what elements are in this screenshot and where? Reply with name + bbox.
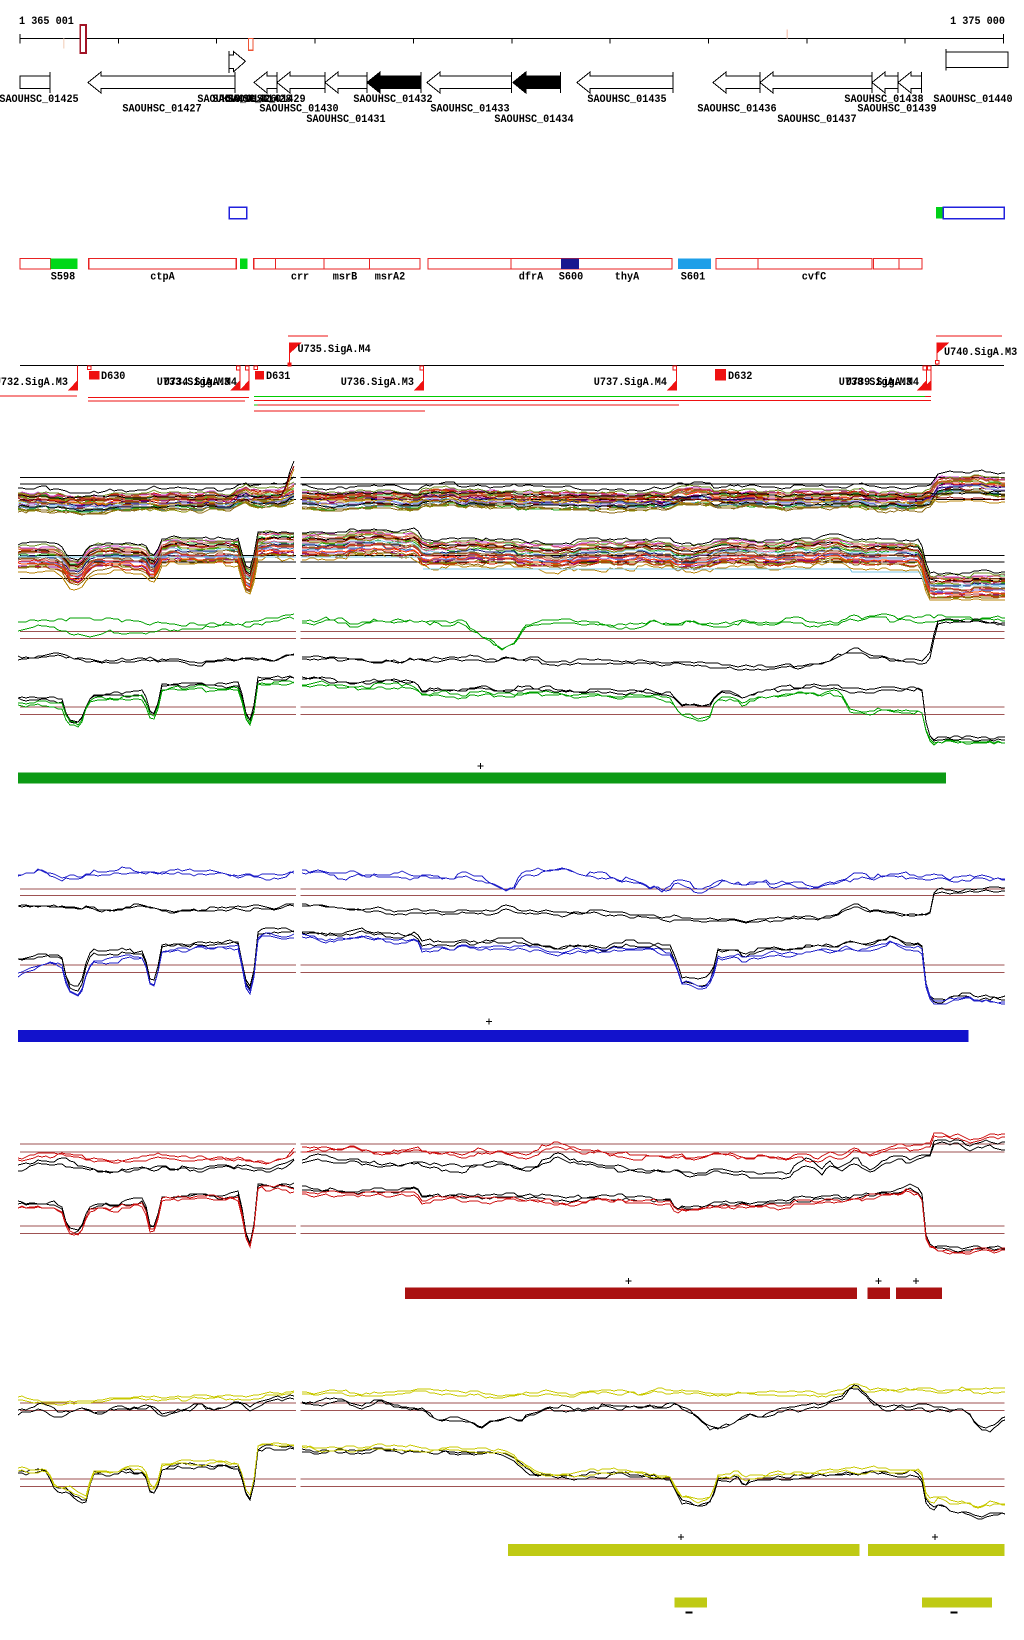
svg-text:SAOUHSC_01434: SAOUHSC_01434 [494,114,574,126]
svg-text:SAOUHSC_01440: SAOUHSC_01440 [933,94,1012,106]
svg-text:ctpA: ctpA [150,272,175,284]
svg-text:U738.SigA.M3: U738.SigA.M3 [839,377,913,389]
svg-text:S601: S601 [681,272,706,284]
svg-text:SAOUHSC_01426: SAOUHSC_01426 [197,94,276,106]
svg-text:U740.SigA.M3: U740.SigA.M3 [944,347,1018,359]
svg-text:SAOUHSC_01425: SAOUHSC_01425 [0,94,79,106]
svg-text:U736.SigA.M3: U736.SigA.M3 [341,377,415,389]
svg-text:D630: D630 [101,371,125,383]
svg-text:U739.SigA.M4: U739.SigA.M4 [846,377,920,389]
svg-text:SAOUHSC_01429: SAOUHSC_01429 [226,94,305,106]
svg-text:thyA: thyA [615,272,640,284]
svg-text:SAOUHSC_01435: SAOUHSC_01435 [587,94,667,106]
svg-text:S600: S600 [559,272,583,284]
svg-text:SAOUHSC_01436: SAOUHSC_01436 [697,104,776,116]
svg-text:dfrA: dfrA [519,272,544,284]
svg-text:U737.SigA.M4: U737.SigA.M4 [594,377,668,389]
svg-text:SAOUHSC_01437: SAOUHSC_01437 [777,114,856,126]
svg-text:msrB: msrB [333,272,358,284]
svg-text:U733.SigA.M3: U733.SigA.M3 [157,377,231,389]
svg-text:SAOUHSC_01427: SAOUHSC_01427 [122,104,201,116]
svg-text:SAOUHSC_01428: SAOUHSC_01428 [212,94,292,106]
svg-text:cvfC: cvfC [802,272,827,284]
svg-text:D631: D631 [266,371,291,383]
svg-text:SAOUHSC_01439: SAOUHSC_01439 [857,104,936,116]
svg-text:SAOUHSC_01431: SAOUHSC_01431 [306,114,386,126]
svg-text:crr: crr [291,272,309,284]
svg-text:S598: S598 [51,272,76,284]
svg-text:U735.SigA.M4: U735.SigA.M4 [298,344,372,356]
svg-text:SAOUHSC_01438: SAOUHSC_01438 [844,94,924,106]
svg-text:SAOUHSC_01430: SAOUHSC_01430 [259,104,338,116]
svg-text:SAOUHSC_01433: SAOUHSC_01433 [430,104,510,116]
svg-text:SAOUHSC_01432: SAOUHSC_01432 [353,94,432,106]
svg-text:D632: D632 [728,371,752,383]
svg-text:1 365 001: 1 365 001 [19,16,74,28]
svg-text:msrA2: msrA2 [375,272,406,284]
svg-text:U732.SigA.M3: U732.SigA.M3 [0,377,68,389]
svg-text:1 375 000: 1 375 000 [950,16,1005,28]
svg-text:U734.SigA.M4: U734.SigA.M4 [164,377,238,389]
